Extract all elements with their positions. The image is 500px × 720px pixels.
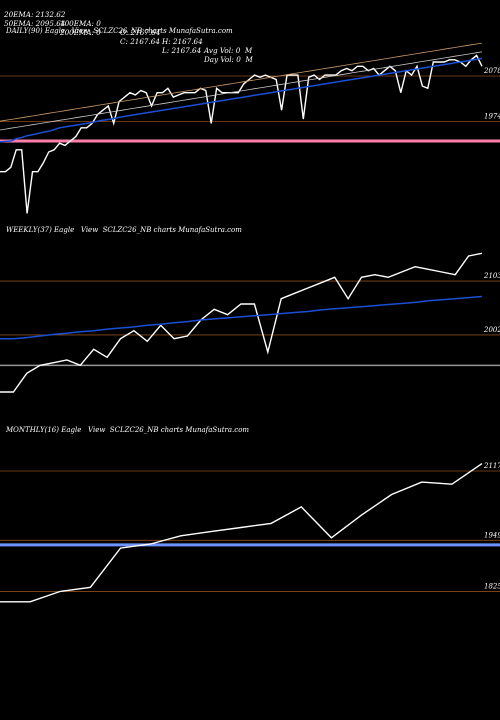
header-row-1: 20EMA: 2132.62 100EMA: 0 O: 2167.64 H: 2… [4,1,252,55]
daily-series-0 [0,54,483,214]
weekly-chart-title: WEEKLY(37) Eagle View SCLZC26_NB charts … [6,226,242,234]
ema50-label: 50EMA: 2095.64 [4,19,66,28]
weekly-tick-label-1: 2002 [483,326,500,334]
monthly-tick-label-1: 1949 [484,531,500,539]
ema20-label: 20EMA: 2132.62 [4,10,66,19]
low-label: L: 2167.64 [162,46,202,55]
daily-series-2 [0,51,483,131]
daily-series-3 [0,42,483,122]
daily-series-1 [0,57,483,143]
weekly-chart: 2103 2002 [0,252,500,393]
daily-chart-title: DAILY(90) Eagle View SCLZC26_NB charts M… [6,27,233,35]
ema100-label: 100EMA: 0 [60,19,101,28]
weekly-series-0 [0,252,483,393]
monthly-chart-title: MONTHLY(16) Eagle View SCLZC26_NB charts… [6,426,250,434]
daily-tick-label-1: 1974 [484,113,500,121]
monthly-tick-label-0: 2117 [483,462,500,470]
ema200-label: 200EMA: 0 [60,28,101,37]
avg-vol-label: Avg Vol: 0 M [204,46,253,55]
weekly-tick-label-0: 2103 [483,272,500,280]
monthly-series-0 [0,463,483,603]
weekly-series-1 [0,295,483,340]
monthly-chart: 2117 1949 1825 [0,462,500,603]
open-label: O: 2167.64 [120,28,161,37]
monthly-tick-label-2: 1825 [484,582,500,590]
day-vol-label: Day Vol: 0 M [204,55,253,64]
high-label: H: 2167.64 [162,37,203,46]
header-row-2: 50EMA: 2095.64 200EMA: 0 C: 2167.64 L: 2… [4,10,253,64]
close-label: C: 2167.64 [120,37,160,46]
daily-tick-label-0: 2078 [483,67,500,75]
daily-chart: 2078 1974 [0,42,500,214]
